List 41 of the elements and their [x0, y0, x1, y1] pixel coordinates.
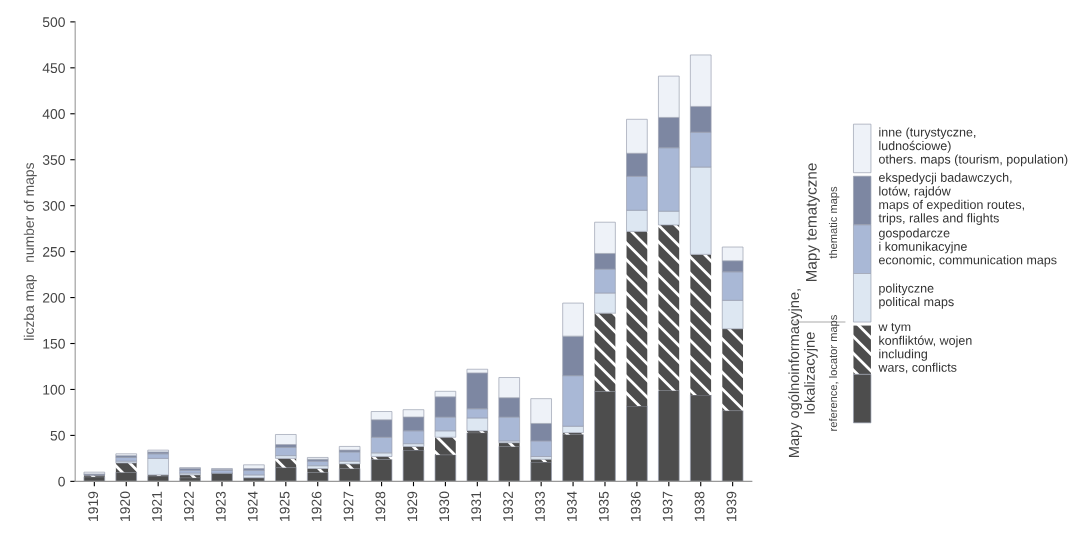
- x-tick-label: 1937: [662, 491, 673, 521]
- x-tick-label: 1933: [535, 491, 545, 521]
- x-tick-label: 1924: [247, 491, 258, 521]
- x-tick-label: 1931: [471, 491, 482, 521]
- text: w tym konfliktów, wojen including wars, conflicts: [878, 323, 972, 374]
- x-tick-label: 1934: [566, 491, 577, 521]
- y-tick-label: 450: [42, 63, 65, 73]
- text: reference, locator maps: [828, 315, 840, 431]
- x-tick-label: 1936: [630, 491, 641, 521]
- x-tick-label: 1919: [88, 491, 99, 521]
- x-tick-label: 1927: [343, 491, 354, 521]
- y-tick-label: 0: [58, 476, 65, 487]
- text: Mapy ogólnoinformacyjne, lokalizacyjne: [788, 289, 818, 457]
- x-tick-label: 1938: [694, 491, 705, 521]
- x-tick-label: 1920: [120, 491, 130, 521]
- x-tick-label: 1939: [726, 491, 737, 521]
- x-tick-label: 1923: [215, 491, 226, 521]
- y-tick-label: 350: [42, 155, 65, 165]
- y-axis-title: liczba map number of maps: [23, 162, 37, 340]
- text: inne (turystyczne, ludnościowe) others. maps (tourism, population): [878, 127, 1068, 167]
- x-tick-label: 1922: [183, 491, 194, 521]
- text: Mapy tematyczne: [806, 163, 820, 282]
- text: polityczne political maps: [879, 283, 954, 309]
- y-tick-label: 100: [43, 384, 65, 395]
- x-tick-label: 1935: [598, 491, 609, 521]
- y-tick-label: 300: [42, 201, 65, 211]
- x-tick-label: 1929: [407, 491, 418, 521]
- y-tick-label: 150: [43, 338, 65, 349]
- x-tick-label: 1925: [279, 491, 290, 521]
- y-tick-label: 200: [42, 292, 65, 303]
- y-tick-label: 50: [50, 430, 65, 441]
- y-tick-label: 250: [42, 246, 65, 257]
- y-tick-label: 400: [42, 109, 65, 119]
- x-tick-label: 1926: [311, 491, 322, 521]
- text: thematic maps: [828, 186, 840, 259]
- x-tick-label: 1928: [375, 491, 386, 521]
- x-tick-label: 1921: [152, 491, 162, 521]
- x-tick-label: 1932: [503, 491, 513, 521]
- x-tick-label: 1930: [439, 491, 450, 521]
- y-tick-label: 500: [42, 17, 65, 28]
- text: gospodarcze i komunikacyjne economic, communication maps: [878, 228, 1057, 267]
